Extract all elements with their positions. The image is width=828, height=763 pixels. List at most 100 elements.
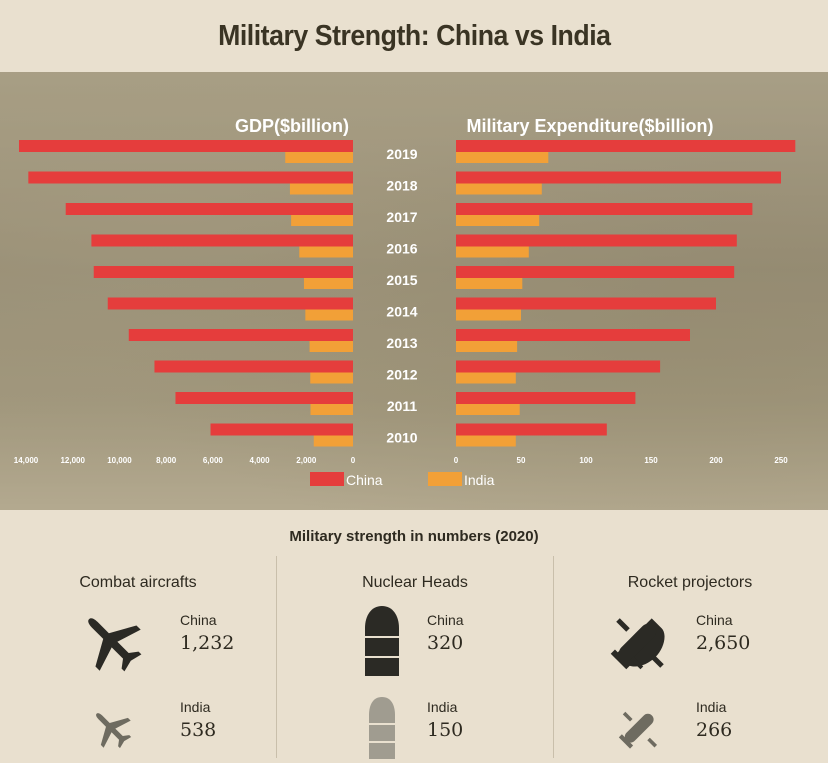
legend-swatch-india [428, 472, 462, 486]
military-bar-china [456, 329, 690, 341]
gdp-bar-india [299, 246, 353, 258]
gdp-bar-india [289, 183, 353, 195]
gdp-tick-label: 10,000 [107, 456, 132, 465]
gdp-bar-china [175, 392, 353, 404]
stat-title: Combat aircrafts [79, 574, 197, 591]
airplane-icon [96, 713, 132, 749]
gdp-bar-china [210, 423, 353, 436]
year-label: 2014 [386, 304, 417, 320]
country-label: China [180, 612, 217, 628]
stat-title: Rocket projectors [627, 574, 753, 591]
year-label: 2019 [386, 146, 417, 162]
gdp-bar-india [310, 404, 353, 415]
stat-value: 538 [180, 719, 217, 741]
military-bar-china [456, 266, 735, 278]
military-bar-china [456, 392, 636, 404]
year-label: 2018 [386, 178, 417, 194]
stat-title: Nuclear Heads [362, 574, 468, 591]
stat-china: China 1,232 [0, 606, 276, 676]
stat-column-nuclear: Nuclear Heads China 320 India 150 [276, 556, 554, 759]
legend-swatch-china [310, 472, 344, 486]
country-label: China [696, 612, 733, 628]
country-label: India [180, 699, 211, 715]
military-bar-india [456, 404, 520, 415]
year-label: 2010 [386, 430, 417, 446]
military-bar-china [456, 234, 737, 247]
year-label: 2015 [386, 272, 417, 288]
gdp-bar-china [107, 297, 353, 310]
gdp-tick-label: 0 [351, 456, 356, 465]
chart-area: GDP($billion) Military Expenditure($billi… [14, 116, 796, 488]
year-label: 2017 [386, 209, 417, 225]
gdp-bar-india [309, 341, 353, 352]
military-chart-title: Military Expenditure($billion) [466, 116, 713, 136]
year-label: 2013 [386, 335, 417, 351]
military-bar-china [456, 171, 781, 184]
gdp-bar-india [310, 372, 353, 384]
gdp-bar-china [18, 140, 353, 152]
year-label: 2016 [386, 241, 417, 257]
military-bar-china [456, 423, 607, 436]
military-bar-india [456, 435, 516, 447]
country-label: India [696, 699, 727, 715]
gdp-bar-india [291, 215, 353, 226]
military-bar-china [456, 297, 716, 310]
gdp-tick-label: 6,000 [203, 456, 224, 465]
gdp-bar-china [128, 329, 353, 341]
stat-india: India 266 [552, 693, 828, 763]
stat-value: 266 [696, 719, 733, 741]
stat-column-rocket: Rocket projectors China 2,650 [552, 556, 828, 758]
warhead-icon [369, 697, 395, 759]
year-label: 2012 [386, 367, 417, 383]
gdp-chart-title: GDP($billion) [235, 116, 349, 136]
gdp-bar-china [28, 171, 353, 184]
stats-heading: Military strength in numbers (2020) [289, 528, 539, 545]
country-label: India [427, 699, 458, 715]
gdp-tick-label: 12,000 [60, 456, 85, 465]
stat-china: China 2,650 [552, 606, 828, 676]
stat-column-aircraft: Combat aircrafts China 1,232 India 538 [0, 556, 276, 758]
page-title: Military Strength: China vs India [217, 19, 611, 52]
military-tick-label: 100 [579, 456, 593, 465]
stat-india: India 150 [277, 693, 553, 763]
gdp-tick-label: 14,000 [14, 456, 39, 465]
gdp-tick-label: 2,000 [296, 456, 317, 465]
stat-value: 2,650 [696, 632, 751, 654]
rocket-icon [610, 618, 665, 670]
military-bar-india [456, 341, 518, 352]
military-bar-india [456, 215, 540, 226]
gdp-bar-china [65, 203, 353, 215]
stats-section: Military strength in numbers (2020) Comb… [0, 510, 828, 759]
stat-value: 150 [427, 719, 464, 741]
military-tick-label: 0 [454, 456, 459, 465]
stat-india: India 538 [0, 693, 276, 763]
title-bar: Military Strength: China vs India [0, 0, 828, 72]
military-tick-label: 50 [517, 456, 526, 465]
gdp-tick-label: 4,000 [250, 456, 271, 465]
military-bar-india [456, 246, 529, 258]
gdp-bar-china [91, 234, 354, 247]
military-tick-label: 200 [709, 456, 723, 465]
gdp-tick-label: 8,000 [156, 456, 177, 465]
gdp-bar-india [303, 278, 353, 289]
military-tick-label: 250 [774, 456, 788, 465]
military-tick-label: 150 [644, 456, 658, 465]
country-label: China [427, 612, 464, 628]
military-bar-india [456, 309, 521, 321]
gdp-bar-india [313, 435, 353, 447]
stat-value: 320 [427, 632, 464, 654]
military-bar-china [456, 140, 796, 152]
military-bar-china [456, 360, 661, 373]
airplane-icon [88, 618, 142, 672]
gdp-bar-china [154, 360, 353, 373]
military-bar-india [456, 183, 542, 195]
rocket-icon [618, 711, 658, 749]
military-bar-india [456, 372, 516, 384]
gdp-bar-india [285, 152, 353, 163]
legend-label-india: India [464, 472, 495, 488]
legend-label-china: China [346, 472, 383, 488]
gdp-bar-china [93, 266, 353, 278]
stat-value: 1,232 [180, 632, 235, 654]
warhead-icon [365, 606, 399, 676]
year-label: 2011 [387, 398, 418, 414]
